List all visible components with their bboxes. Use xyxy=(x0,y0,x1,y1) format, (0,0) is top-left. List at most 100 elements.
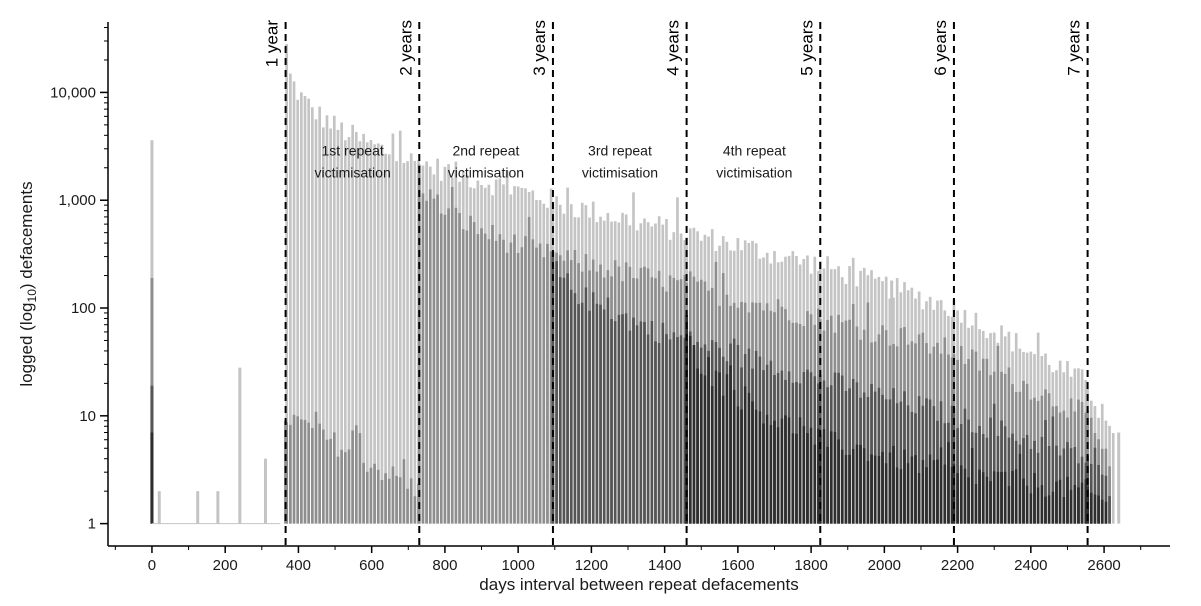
bar-light xyxy=(157,491,161,524)
bar-medium xyxy=(373,463,376,524)
bar-dark xyxy=(1108,496,1111,524)
bar-darkest xyxy=(1014,469,1018,524)
bar-light xyxy=(358,141,362,524)
bar-dark xyxy=(591,292,595,524)
x-tick-label: 1800 xyxy=(794,557,827,574)
bar-medium xyxy=(1077,399,1080,524)
bar-medium xyxy=(354,425,358,524)
bar-darkest xyxy=(707,357,710,524)
bar-darkest xyxy=(829,431,833,524)
bar-medium xyxy=(538,243,542,524)
bar-dark xyxy=(628,330,632,524)
bar-dark xyxy=(613,321,617,524)
bar-dark xyxy=(602,309,606,524)
bar-medium xyxy=(406,488,409,524)
bar-medium xyxy=(439,213,443,524)
bar-darkest xyxy=(721,395,725,524)
bar-dark xyxy=(624,313,628,524)
bar-darkest xyxy=(1022,478,1025,524)
bar-darkest xyxy=(884,463,888,524)
bar-darkest xyxy=(787,417,791,524)
bar-dark xyxy=(992,403,996,524)
bar-dark xyxy=(1097,464,1100,524)
bar-light xyxy=(351,124,354,524)
bar-medium xyxy=(524,236,527,524)
bar-medium xyxy=(428,189,432,524)
bar-darkest xyxy=(736,406,740,524)
bar-darkest xyxy=(1040,485,1044,524)
bar-medium xyxy=(325,439,329,524)
bar-dark xyxy=(840,375,844,524)
bar-light xyxy=(362,133,365,524)
bar-light xyxy=(289,73,292,524)
bar-darkest xyxy=(802,426,806,524)
bar-darkest xyxy=(1011,470,1014,524)
bar-medium xyxy=(443,214,447,524)
bar-medium xyxy=(450,187,454,524)
bar-dark xyxy=(895,403,899,524)
bar-darkest xyxy=(1073,485,1077,524)
bar-dark xyxy=(877,387,881,524)
x-tick-label: 2600 xyxy=(1087,557,1120,574)
x-tick-label: 1200 xyxy=(575,557,608,574)
bar-dark xyxy=(650,321,654,524)
bar-light xyxy=(387,154,391,524)
bar-medium xyxy=(535,247,538,524)
bar-dark xyxy=(610,319,613,524)
bar-dark xyxy=(595,303,599,524)
bar-medium xyxy=(402,459,406,524)
bar-darkest xyxy=(1007,486,1011,524)
bar-light xyxy=(332,115,336,524)
bar-darkest xyxy=(881,451,884,524)
bar-dark xyxy=(1025,434,1029,524)
bar-darkest xyxy=(817,428,820,524)
bar-dark xyxy=(599,304,602,524)
bar-darkest xyxy=(1104,501,1108,524)
bar-medium xyxy=(395,475,398,524)
bar-medium xyxy=(520,247,524,524)
y-tick-label: 1 xyxy=(88,516,96,533)
bar-dark xyxy=(967,419,970,524)
bar-darkest xyxy=(899,469,903,524)
bar-dark xyxy=(646,334,650,524)
y-axis-title-before: logged (log xyxy=(17,302,36,386)
bar-darkest xyxy=(974,484,978,524)
bar-darkest xyxy=(1062,497,1066,524)
bar-medium xyxy=(549,251,553,524)
bar-medium xyxy=(376,469,380,524)
bar-darkest xyxy=(150,432,154,524)
bar-light xyxy=(373,144,376,524)
zone-label: victimisation xyxy=(582,164,658,180)
year-label: 5 years xyxy=(797,20,816,76)
bar-medium xyxy=(458,213,461,524)
bar-darkest xyxy=(1089,492,1093,524)
bar-darkest xyxy=(806,433,809,524)
bar-light xyxy=(340,122,343,524)
bar-light xyxy=(196,491,200,524)
bar-medium xyxy=(296,416,300,524)
bar-darkest xyxy=(776,427,780,524)
bar-darkest xyxy=(703,375,707,524)
bar-dark xyxy=(1007,437,1011,524)
bar-medium xyxy=(391,466,395,524)
bar-darkest xyxy=(773,420,776,524)
bar-darkest xyxy=(1100,499,1104,524)
zone-label: 1st repeat xyxy=(321,142,383,158)
bar-dark xyxy=(665,334,668,524)
bar-medium xyxy=(329,438,332,524)
bar-dark xyxy=(577,304,580,524)
bar-darkest xyxy=(859,444,862,524)
bar-light xyxy=(347,137,351,524)
bar-dark xyxy=(1069,448,1073,524)
x-tick-label: 1600 xyxy=(721,557,754,574)
bar-medium xyxy=(516,252,520,524)
bar-darkest xyxy=(910,456,914,524)
bar-medium xyxy=(362,462,365,524)
bar-darkest xyxy=(751,401,754,524)
bar-dark xyxy=(639,321,643,524)
bar-light xyxy=(343,140,347,524)
bar-darkest xyxy=(851,448,855,524)
bar-medium xyxy=(542,257,546,524)
bar-light xyxy=(321,127,325,524)
bar-medium xyxy=(292,414,296,524)
